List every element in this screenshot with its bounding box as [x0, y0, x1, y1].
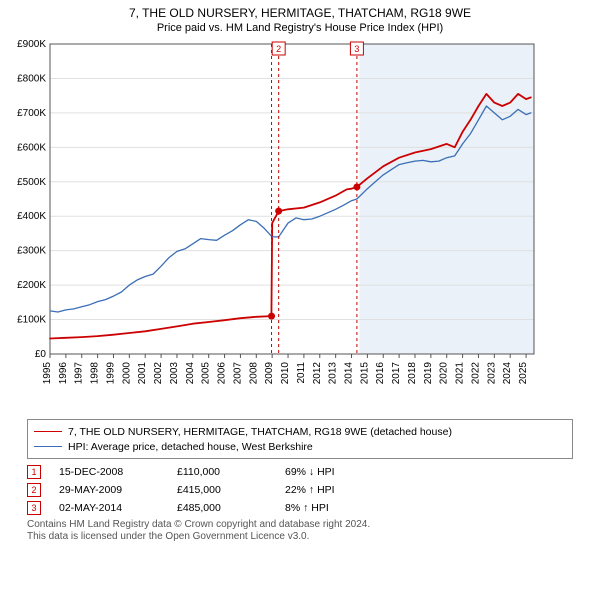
svg-text:2002: 2002 — [153, 362, 164, 385]
svg-text:£100K: £100K — [17, 315, 46, 326]
svg-text:2011: 2011 — [296, 362, 307, 384]
event-number-box: 2 — [27, 483, 41, 497]
svg-text:2021: 2021 — [455, 362, 466, 385]
svg-text:2: 2 — [276, 44, 281, 54]
svg-text:2012: 2012 — [312, 362, 323, 385]
event-price: £110,000 — [177, 466, 267, 478]
svg-text:£0: £0 — [35, 349, 47, 360]
svg-text:£300K: £300K — [17, 246, 46, 257]
events-table: 1 15-DEC-2008 £110,000 69% ↓ HPI 2 29-MAY-200… — [27, 463, 573, 517]
legend-label: 7, THE OLD NURSERY, HERMITAGE, THATCHAM,… — [68, 426, 452, 438]
svg-text:2017: 2017 — [391, 362, 402, 385]
svg-text:2018: 2018 — [407, 362, 418, 385]
legend-row: 7, THE OLD NURSERY, HERMITAGE, THATCHAM,… — [34, 424, 566, 439]
svg-text:2006: 2006 — [217, 362, 228, 385]
svg-text:2020: 2020 — [439, 362, 450, 385]
svg-text:£600K: £600K — [17, 142, 46, 153]
legend: 7, THE OLD NURSERY, HERMITAGE, THATCHAM,… — [27, 419, 573, 459]
event-diff: 22% ↑ HPI — [285, 484, 375, 496]
svg-text:2007: 2007 — [232, 362, 243, 385]
event-date: 29-MAY-2009 — [59, 484, 159, 496]
legend-swatch — [34, 431, 62, 432]
chart-title-1: 7, THE OLD NURSERY, HERMITAGE, THATCHAM,… — [0, 6, 600, 20]
event-row: 2 29-MAY-2009 £415,000 22% ↑ HPI — [27, 481, 573, 499]
svg-text:2004: 2004 — [185, 362, 196, 385]
svg-text:2024: 2024 — [502, 362, 513, 385]
event-row: 1 15-DEC-2008 £110,000 69% ↓ HPI — [27, 463, 573, 481]
svg-text:2008: 2008 — [248, 362, 259, 385]
legend-label: HPI: Average price, detached house, West… — [68, 441, 313, 453]
svg-text:£400K: £400K — [17, 211, 46, 222]
svg-text:1996: 1996 — [58, 362, 69, 385]
svg-text:3: 3 — [354, 44, 359, 54]
svg-text:£700K: £700K — [17, 108, 46, 119]
chart-area: £0 £100K £200K £300K £400K £500K £600K £700K £80… — [0, 36, 600, 411]
svg-text:1998: 1998 — [90, 362, 101, 385]
event-row: 3 02-MAY-2014 £485,000 8% ↑ HPI — [27, 499, 573, 517]
event-diff: 8% ↑ HPI — [285, 502, 375, 514]
svg-text:2003: 2003 — [169, 362, 180, 385]
svg-text:2023: 2023 — [486, 362, 497, 385]
svg-text:1995: 1995 — [42, 362, 53, 385]
svg-text:£500K: £500K — [17, 177, 46, 188]
svg-text:2014: 2014 — [344, 362, 355, 385]
event-number-box: 1 — [27, 465, 41, 479]
svg-text:2013: 2013 — [328, 362, 339, 385]
event-date: 02-MAY-2014 — [59, 502, 159, 514]
svg-text:2015: 2015 — [359, 362, 370, 385]
footer-line-1: Contains HM Land Registry data © Crown c… — [27, 519, 573, 531]
footer: Contains HM Land Registry data © Crown c… — [27, 519, 573, 543]
svg-text:2022: 2022 — [470, 362, 481, 385]
event-price: £415,000 — [177, 484, 267, 496]
svg-text:2001: 2001 — [137, 362, 148, 385]
svg-text:1997: 1997 — [74, 362, 85, 385]
event-date: 15-DEC-2008 — [59, 466, 159, 478]
event-diff: 69% ↓ HPI — [285, 466, 375, 478]
svg-text:£200K: £200K — [17, 280, 46, 291]
svg-text:2010: 2010 — [280, 362, 291, 385]
event-number-box: 3 — [27, 501, 41, 515]
svg-text:£900K: £900K — [17, 39, 46, 50]
svg-text:2019: 2019 — [423, 362, 434, 385]
chart-title-2: Price paid vs. HM Land Registry's House … — [0, 22, 600, 34]
footer-line-2: This data is licensed under the Open Gov… — [27, 531, 573, 543]
legend-swatch — [34, 446, 62, 447]
svg-text:1999: 1999 — [105, 362, 116, 385]
svg-text:£800K: £800K — [17, 73, 46, 84]
event-price: £485,000 — [177, 502, 267, 514]
svg-text:2016: 2016 — [375, 362, 386, 385]
legend-row: HPI: Average price, detached house, West… — [34, 439, 566, 454]
svg-text:2000: 2000 — [121, 362, 132, 385]
svg-text:2009: 2009 — [264, 362, 275, 385]
svg-text:2005: 2005 — [201, 362, 212, 385]
chart-svg: £0 £100K £200K £300K £400K £500K £600K £700K £80… — [0, 36, 546, 406]
svg-text:2025: 2025 — [518, 362, 529, 385]
